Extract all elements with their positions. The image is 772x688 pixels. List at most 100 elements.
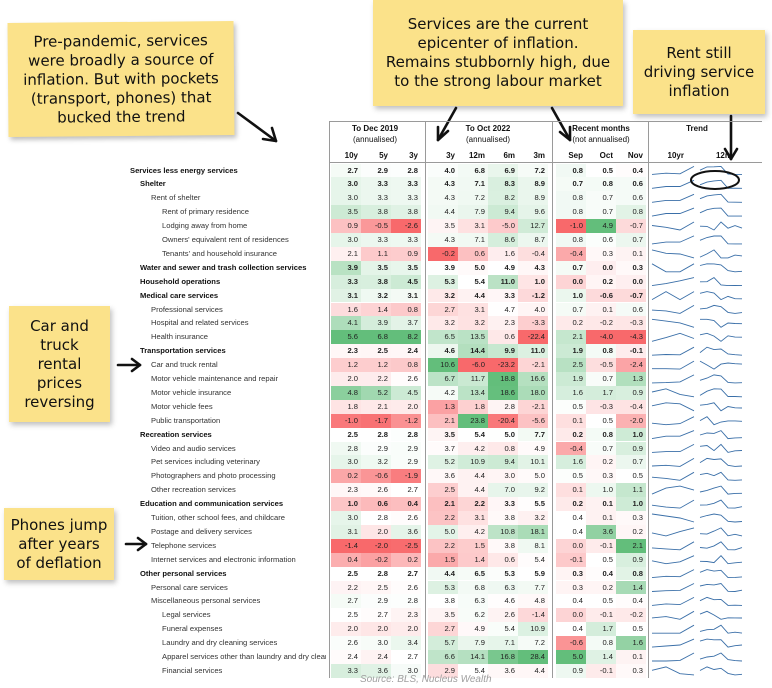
table-cell: 1.4 — [616, 580, 646, 595]
table-cell: 2.8 — [361, 566, 391, 581]
table-cell: 1.1 — [616, 483, 646, 498]
table-cell: 0.5 — [586, 413, 616, 428]
table-cell: 7.0 — [488, 483, 518, 498]
table-row: Transportation services 2.3 2.5 2.4 4.6 14.4 9… — [0, 344, 772, 359]
table-cell: 3.7 — [428, 441, 458, 456]
table-cell: 10.8 — [488, 524, 518, 539]
sparkline-12m — [699, 277, 743, 287]
table-cell: 0.3 — [616, 663, 646, 678]
table-cell: 12.7 — [518, 219, 548, 233]
table-row: Photographers and photo processing 0.2 -0.… — [0, 469, 772, 484]
row-label: Funeral expenses — [162, 624, 223, 634]
table-cell: 2.8 — [488, 399, 518, 414]
table-cell: -4.0 — [586, 330, 616, 345]
table-cell: 0.8 — [391, 358, 421, 372]
table-row: Legal services 2.5 2.7 2.3 3.5 6.2 2.6 -1.4 0.0-… — [0, 608, 772, 623]
table-cell: 5.0 — [518, 469, 548, 484]
table-cell: 1.4 — [458, 552, 488, 567]
table-cell: 0.0 — [556, 608, 586, 623]
table-cell: 5.7 — [428, 636, 458, 650]
table-cell: 0.2 — [331, 469, 361, 484]
table-cell: -0.1 — [586, 663, 616, 678]
table-cell: 4.4 — [518, 663, 548, 678]
table-cell: 3.8 — [361, 205, 391, 220]
table-cell: 2.6 — [391, 580, 421, 595]
table-row: Telephone services -1.4 -2.0 -2.5 2.2 1.5 3.8 8… — [0, 538, 772, 553]
table-cell: 5.6 — [331, 330, 361, 345]
table-row: Rent of primary residence 3.5 3.8 3.8 4.4 7.9… — [0, 205, 772, 220]
table-cell: -0.6 — [556, 636, 586, 650]
table-cell: 8.9 — [518, 191, 548, 206]
header-to-oct-2022: To Oct 2022 (annualised) — [428, 124, 548, 144]
table-cell: -5.0 — [488, 219, 518, 233]
table-cell: 2.3 — [331, 483, 361, 498]
table-cell: -0.1 — [616, 344, 646, 359]
sparkline-12m — [699, 596, 743, 606]
grid-line — [329, 121, 762, 122]
table-cell: 3.8 — [428, 594, 458, 609]
table-cell: 0.9 — [616, 552, 646, 567]
table-cell: 0.0 — [616, 274, 646, 289]
table-cell: 3.8 — [488, 511, 518, 525]
table-row: Medical care services 3.1 3.2 3.1 3.2 4.4 3.3-… — [0, 288, 772, 303]
table-cell: 3.5 — [428, 219, 458, 233]
table-cell: 1.2 — [331, 358, 361, 372]
row-label: Water and sewer and trash collection ser… — [140, 262, 307, 272]
row-label: Laundry and dry cleaning services — [162, 638, 278, 648]
sparkline-10yr — [651, 249, 695, 259]
table-row: Rent of shelter 3.0 3.3 3.3 4.3 7.2 8.2 8.9 0.8 0… — [0, 191, 772, 206]
table-cell: 2.1 — [428, 497, 458, 511]
table-row: Other personal services 2.5 2.8 2.7 4.4 6.5 5.… — [0, 566, 772, 581]
table-cell: 5.4 — [458, 663, 488, 678]
table-cell: 0.6 — [616, 191, 646, 206]
table-cell: 6.8 — [361, 330, 391, 345]
sparkline-10yr — [651, 402, 695, 412]
sparkline-10yr — [651, 263, 695, 273]
sparkline-12m — [699, 346, 743, 356]
row-label: Transportation services — [140, 346, 226, 356]
table-cell: 4.7 — [488, 302, 518, 317]
table-cell: 2.1 — [556, 330, 586, 345]
table-cell: 0.2 — [391, 552, 421, 567]
sparkline-12m — [699, 304, 743, 314]
sparkline-10yr — [651, 277, 695, 287]
table-cell: 0.9 — [616, 385, 646, 400]
sparkline-12m — [699, 221, 743, 231]
sparkline-10yr — [651, 458, 695, 467]
table-cell: -0.2 — [616, 608, 646, 623]
table-cell: 11.7 — [458, 372, 488, 386]
sparkline-12m — [699, 235, 742, 245]
table-cell: 0.1 — [556, 483, 586, 498]
table-row: Owners' equivalent rent of residences 3.0… — [0, 233, 772, 247]
table-cell: 5.0 — [428, 524, 458, 539]
table-cell: 2.9 — [361, 163, 391, 178]
table-cell: -2.1 — [518, 358, 548, 372]
table-cell: 0.5 — [616, 622, 646, 637]
table-cell: 3.1 — [458, 302, 488, 317]
table-cell: -0.4 — [518, 246, 548, 261]
sparkline-10yr — [651, 416, 695, 426]
table-cell: 3.3 — [391, 191, 421, 206]
header-subtitle: (annualised) — [352, 135, 398, 144]
table-row: Lodging away from home 0.9 -0.5 -2.6 3.5 3.1-… — [0, 219, 772, 233]
table-row: Shelter 3.0 3.3 3.3 4.3 7.1 8.3 8.9 0.7 0.8 0.6 — [0, 177, 772, 192]
table-cell: 0.9 — [556, 663, 586, 678]
column-header: Sep — [568, 151, 583, 160]
row-label: Household operations — [140, 276, 221, 286]
table-row: Services less energy services 2.7 2.9 2.8 4.… — [0, 163, 772, 178]
table-cell: 0.6 — [616, 177, 646, 192]
table-cell: 16.8 — [488, 650, 518, 664]
sparkline-10yr — [652, 360, 695, 370]
row-label: Telephone services — [151, 540, 217, 550]
sparkline-10yr — [651, 555, 695, 565]
table-cell: 3.2 — [518, 511, 548, 525]
table-cell: 3.2 — [458, 316, 488, 331]
table-cell: 3.3 — [488, 288, 518, 303]
header-to-dec-2019: To Dec 2019 (annualised) — [331, 124, 419, 144]
table-cell: 18.8 — [488, 372, 518, 386]
table-cell: 2.9 — [361, 594, 391, 609]
table-cell: 1.5 — [458, 538, 488, 553]
table-cell: 3.5 — [331, 205, 361, 220]
table-cell: 4.6 — [428, 344, 458, 359]
table-cell: 4.1 — [331, 316, 361, 331]
